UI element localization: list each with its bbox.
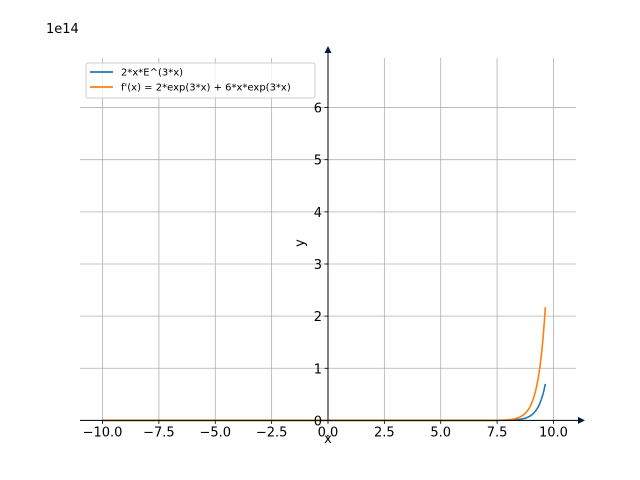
y-offset-label: 1e14 (46, 22, 79, 37)
ticks: −10.0 −7.5 −5.0 −2.5 0.0 2.5 5.0 7.5 10.0 0 1 2 3 4 5 6 (83, 102, 568, 441)
y-axis-arrow (324, 46, 332, 53)
y-tick-label: 6 (314, 102, 322, 117)
legend: 2*x*E^(3*x) f'(x) = 2*exp(3*x) + 6*x*exp(… (85, 62, 316, 99)
axes (80, 46, 585, 424)
legend-label: 2*x*E^(3*x) (121, 68, 183, 79)
y-tick-label: 0 (314, 414, 322, 429)
x-axis-label: x (324, 432, 332, 447)
x-axis-arrow (578, 416, 585, 424)
y-tick-label: 3 (314, 258, 322, 273)
series-line (102, 307, 547, 422)
x-tick-label: 5.0 (430, 425, 451, 440)
y-tick-label: 1 (314, 362, 322, 377)
x-tick-label: 7.5 (487, 425, 508, 440)
y-tick-label: 4 (314, 206, 322, 221)
series-group (102, 307, 547, 422)
x-tick-label: −10.0 (83, 425, 123, 440)
x-tick-label: −2.5 (256, 425, 288, 440)
legend-label: f'(x) = 2*exp(3*x) + 6*x*exp(3*x) (121, 83, 291, 94)
x-tick-label: 0.0 (318, 425, 339, 440)
y-axis-label: y (293, 239, 308, 247)
y-tick-label: 5 (314, 154, 322, 169)
legend-frame (85, 62, 316, 99)
x-tick-label: 10.0 (539, 425, 568, 440)
x-tick-label: −7.5 (143, 425, 175, 440)
x-tick-label: −5.0 (199, 425, 231, 440)
series-line (102, 383, 547, 422)
x-tick-label: 2.5 (374, 425, 395, 440)
y-tick-label: 2 (314, 310, 322, 325)
